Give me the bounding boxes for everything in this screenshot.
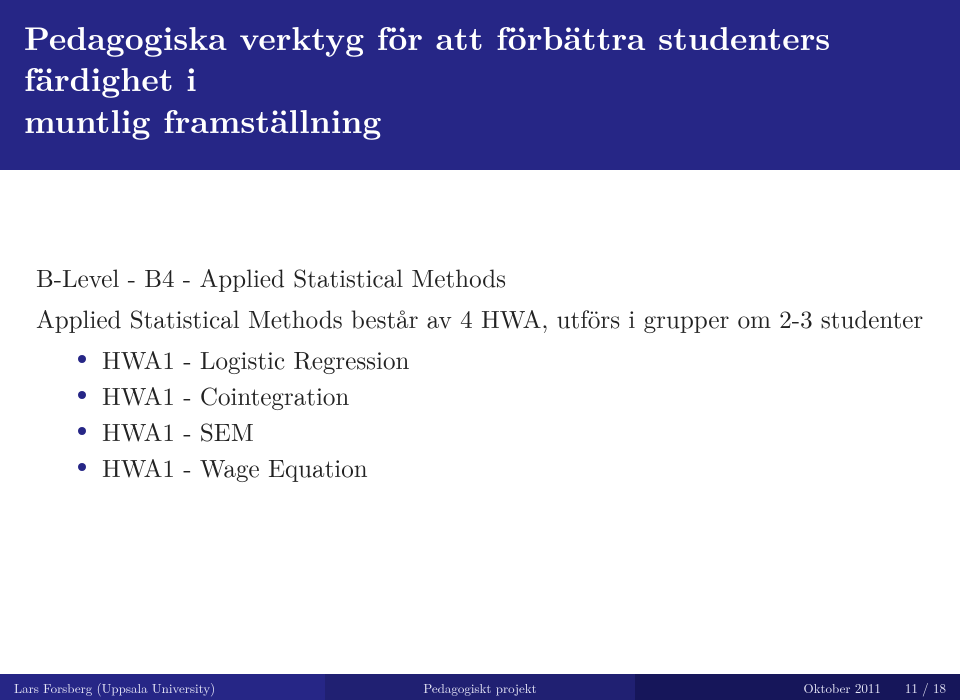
list-item: HWA1 - SEM bbox=[78, 414, 924, 449]
title-line-2: muntlig framställning bbox=[24, 96, 381, 143]
list-item: HWA1 - Logistic Regression bbox=[78, 342, 924, 377]
section-description: Applied Statistical Methods består av 4 … bbox=[36, 301, 924, 336]
footer-author: Lars Forsberg (Uppsala University) bbox=[0, 674, 325, 700]
footer-title: Pedagogiskt projekt bbox=[325, 674, 636, 700]
list-item: HWA1 - Wage Equation bbox=[78, 450, 924, 485]
footer-date: Oktober 2011 bbox=[804, 678, 881, 697]
list-item: HWA1 - Cointegration bbox=[78, 378, 924, 413]
slide-header: Pedagogiska verktyg för att förbättra st… bbox=[0, 0, 960, 170]
footer-page-info: Oktober 2011 11 / 18 bbox=[635, 674, 960, 700]
bullet-list: HWA1 - Logistic Regression HWA1 - Cointe… bbox=[78, 342, 924, 485]
slide-footer: Lars Forsberg (Uppsala University) Pedag… bbox=[0, 674, 960, 700]
title-line-1: Pedagogiska verktyg för att förbättra st… bbox=[24, 13, 830, 101]
slide-title: Pedagogiska verktyg för att förbättra st… bbox=[24, 16, 936, 140]
section-title: B-Level - B4 - Applied Statistical Metho… bbox=[36, 260, 924, 295]
slide-content: B-Level - B4 - Applied Statistical Metho… bbox=[0, 170, 960, 485]
footer-page: 11 / 18 bbox=[905, 678, 946, 697]
